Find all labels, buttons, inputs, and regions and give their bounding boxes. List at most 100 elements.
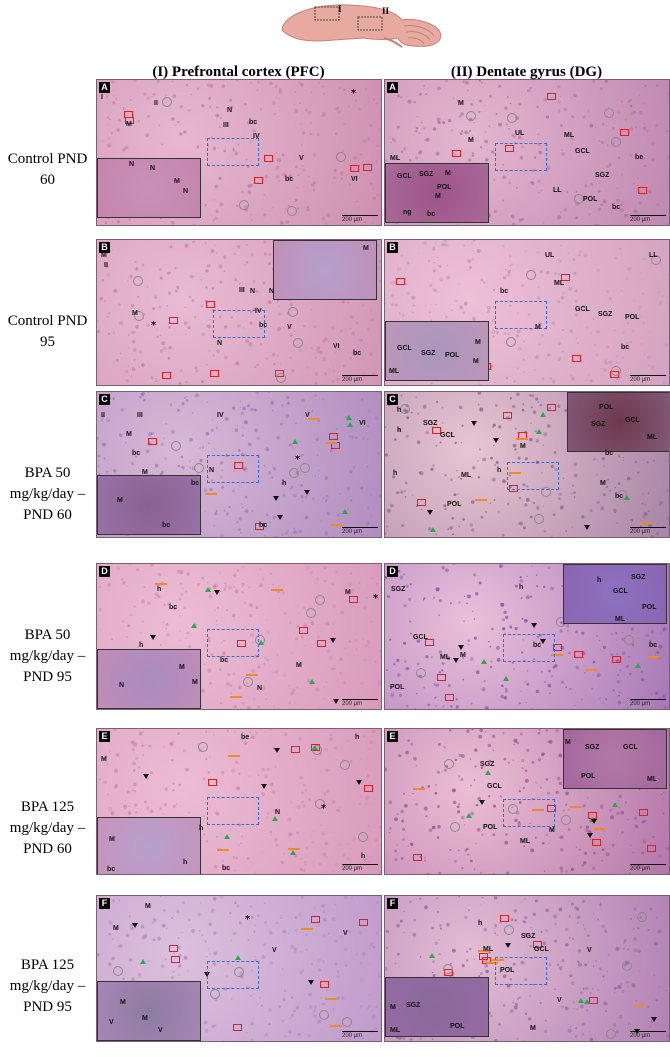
nucleus-dot [246,404,251,408]
nucleus-dot [432,974,436,978]
nucleus-dot [622,457,624,459]
nucleus-dot [288,1030,292,1034]
nucleus-dot [616,361,618,364]
nucleus-dot [378,825,381,829]
nucleus-dot [349,356,352,360]
nucleus-dot [542,842,545,845]
nucleus-dot [239,407,242,409]
nucleus-dot [601,848,605,852]
nucleus-dot [343,681,346,684]
nucleus-dot [605,1010,608,1013]
nucleus-dot [419,93,422,96]
nucleus-dot [181,465,184,468]
nucleus-dot [413,100,416,104]
nucleus-dot [174,289,178,293]
nucleus-dot [520,960,525,965]
nucleus-dot [387,594,391,599]
nucleus-dot [647,928,650,932]
nucleus-dot [372,945,376,949]
nucleus-dot [251,641,254,644]
zoom-source-box [207,455,259,483]
nucleus-dot [477,460,479,462]
nucleus-dot [578,383,581,385]
nucleus-dot [598,140,601,142]
nucleus-dot [226,672,231,677]
nucleus-dot [627,985,629,987]
nucleus-dot [430,656,433,659]
nucleus-dot [201,934,204,937]
nucleus-dot [233,870,235,872]
nucleus-dot [422,127,426,130]
nucleus-dot [524,978,528,982]
nucleus-dot [245,158,248,161]
red-box-marker [363,163,373,171]
nucleus-dot [214,244,216,247]
nucleus-dot [235,856,238,860]
nucleus-dot [100,755,103,758]
nucleus-dot [502,1004,506,1007]
nucleus-dot [400,857,404,860]
nucleus-dot [304,108,308,112]
nucleus-dot [523,920,527,924]
nucleus-dot [656,522,659,524]
nucleus-dot [221,617,223,619]
nucleus-dot [254,958,258,962]
black-arrowhead-marker [493,438,499,444]
nucleus-dot [472,466,476,470]
nucleus-dot [557,341,562,346]
nucleus-dot [570,96,573,99]
nucleus-dot [407,845,409,847]
nucleus-dot [131,367,136,371]
green-arrowhead-marker [503,675,510,681]
nucleus-dot [298,912,302,916]
nucleus-dot [412,311,414,314]
nucleus-dot [633,937,637,941]
nucleus-dot [468,537,471,538]
nucleus-dot [167,291,172,295]
green-arrowhead-marker [536,428,543,434]
zoom-inset [563,564,667,624]
nucleus-dot [667,274,669,276]
nucleus-dot [183,130,187,134]
nucleus-dot [388,800,392,805]
nucleus-dot [178,382,182,385]
nucleus-dot [553,451,557,454]
nucleus-dot [304,495,308,499]
nucleus-dot [221,469,224,472]
nucleus-dot [301,398,305,403]
nucleus-dot [450,705,453,708]
nucleus-dot [136,568,140,572]
nucleus-dot [394,817,398,822]
nucleus-dot [338,493,341,496]
nucleus-dot [212,146,217,151]
nucleus-dot [477,796,481,801]
nucleus-dot [423,806,428,811]
nucleus-dot [115,358,119,363]
nucleus-dot [242,406,247,411]
nucleus-dot [277,158,282,163]
nucleus-dot [618,455,621,458]
nucleus-dot [399,575,404,580]
nucleus-dot [522,483,526,487]
nucleus-dot [307,1034,311,1038]
nucleus-dot [470,102,474,106]
nucleus-dot [403,573,406,576]
nucleus-dot [351,435,355,439]
nucleus-dot [263,685,265,688]
nucleus-dot [302,804,306,808]
nucleus-dot [263,535,266,537]
nucleus-dot [208,105,212,109]
nucleus-dot [451,129,453,131]
annotation-label: bc [615,493,624,500]
nucleus-dot [341,996,345,1000]
nucleus-dot [336,970,340,974]
nucleus-dot [225,975,229,978]
nucleus-dot [574,906,578,910]
nucleus-dot [309,570,313,574]
nucleus-dot [616,355,618,358]
nucleus-dot [466,950,469,953]
nucleus-dot [458,775,460,778]
nucleus-dot [490,1014,493,1017]
nucleus-dot [468,909,470,912]
